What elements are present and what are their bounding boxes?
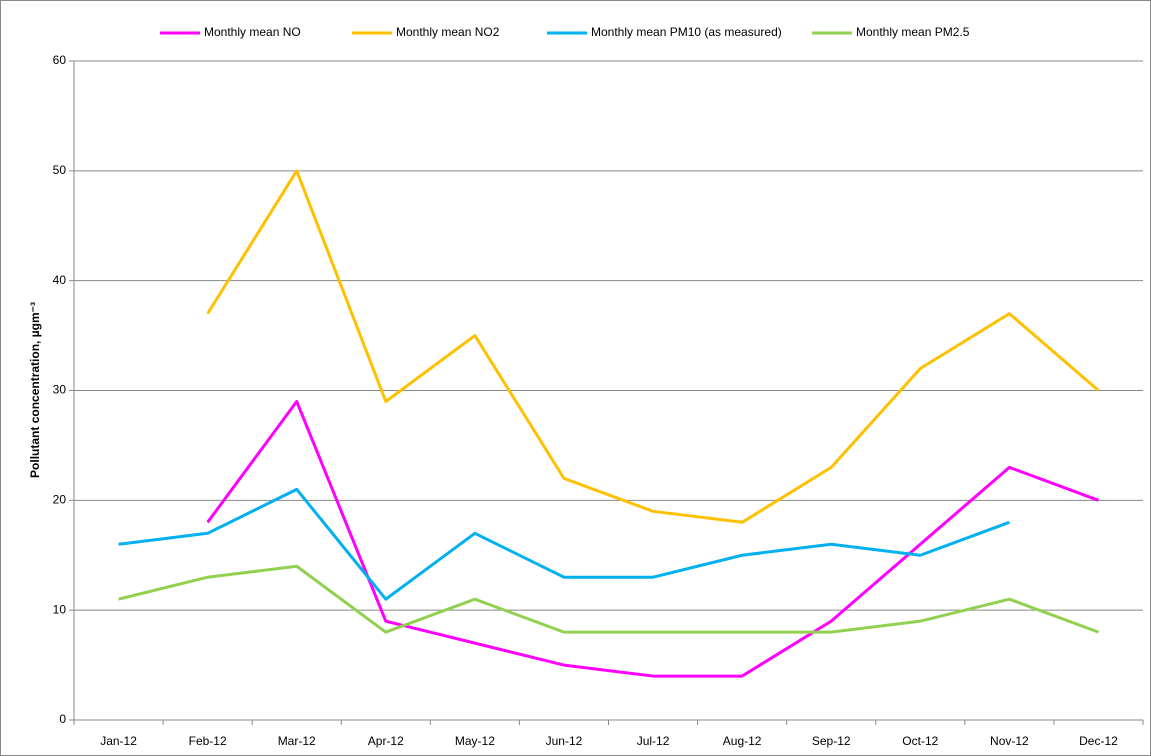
x-tick-label: Oct-12 <box>902 734 938 748</box>
x-tick-label: Jan-12 <box>100 734 137 748</box>
x-tick-label: Mar-12 <box>278 734 316 748</box>
legend-label: Monthly mean PM10 (as measured) <box>591 25 782 39</box>
series-line <box>206 169 1100 524</box>
y-tick-label: 50 <box>53 163 67 177</box>
x-tick-label: Apr-12 <box>368 734 404 748</box>
x-tick-label: Jul-12 <box>637 734 670 748</box>
y-tick-label: 60 <box>53 53 67 67</box>
y-tick-label: 10 <box>53 602 67 616</box>
x-tick-label: May-12 <box>455 734 495 748</box>
x-tick-label: Jun-12 <box>546 734 583 748</box>
x-tick-label: Dec-12 <box>1079 734 1118 748</box>
series-line <box>118 564 1099 634</box>
legend-label: Monthly mean NO2 <box>396 25 500 39</box>
x-tick-label: Sep-12 <box>812 734 851 748</box>
y-tick-label: 0 <box>59 712 66 726</box>
legend-label: Monthly mean NO <box>204 25 301 39</box>
series-line <box>118 487 1010 601</box>
x-tick-label: Nov-12 <box>990 734 1029 748</box>
series-line <box>206 399 1099 678</box>
y-tick-label: 40 <box>53 273 67 287</box>
y-tick-label: 30 <box>53 383 67 397</box>
x-tick-label: Feb-12 <box>189 734 227 748</box>
y-axis-title: Pollutant concentration, µgm⁻³ <box>28 302 42 478</box>
y-tick-label: 20 <box>53 493 67 507</box>
legend-label: Monthly mean PM2.5 <box>856 25 970 39</box>
x-tick-label: Aug-12 <box>723 734 762 748</box>
